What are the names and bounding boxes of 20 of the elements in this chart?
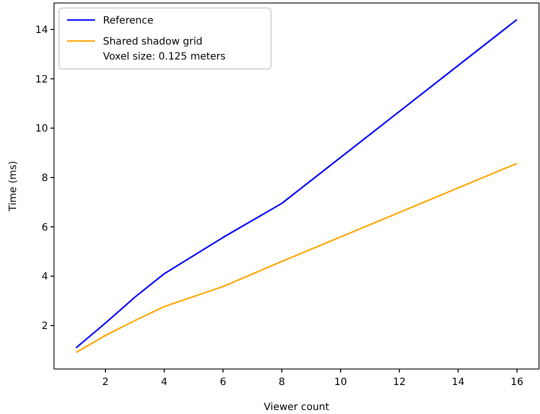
y-axis-title: Time (ms) — [8, 160, 19, 212]
y-tick-label: 8 — [42, 172, 48, 184]
x-tick-label: 14 — [452, 377, 465, 388]
x-tick-label: 2 — [102, 377, 109, 388]
x-tick-label: 16 — [510, 377, 524, 388]
y-tick-label: 4 — [42, 272, 48, 283]
y-tick-label: 2 — [42, 321, 48, 332]
x-tick-label: 6 — [220, 377, 226, 388]
y-tick-label: 6 — [42, 222, 48, 234]
legend-label: Shared shadow grid Voxel size: 0.125 meters — [103, 36, 226, 62]
y-tick-label: 12 — [35, 74, 48, 86]
x-tick-label: 8 — [278, 377, 285, 388]
y-tick-label: 10 — [35, 124, 48, 135]
legend-label: Reference — [103, 16, 154, 26]
x-axis-title: Viewer count — [264, 402, 330, 413]
x-tick-label: 4 — [161, 377, 168, 388]
y-tick-label: 14 — [35, 24, 48, 36]
line-series — [75, 162, 518, 354]
x-tick-label: 10 — [334, 377, 347, 388]
x-tick-label: 12 — [393, 377, 406, 388]
